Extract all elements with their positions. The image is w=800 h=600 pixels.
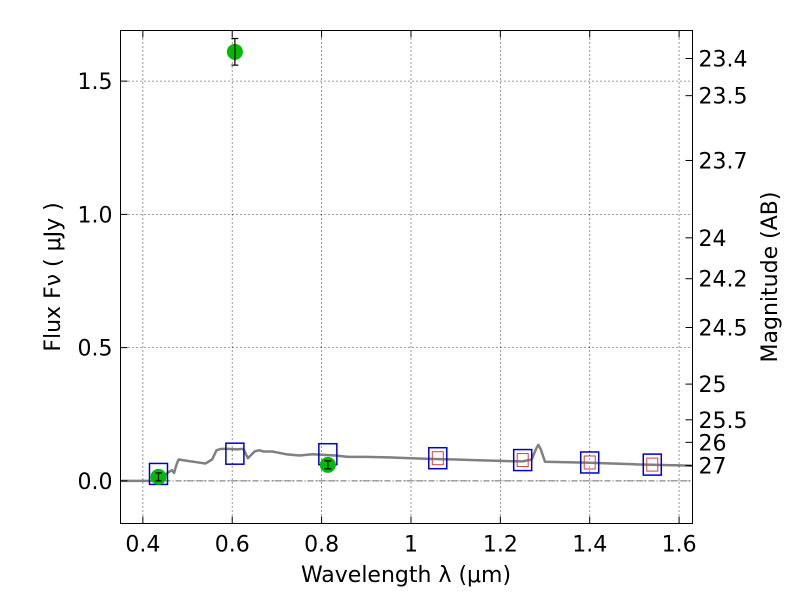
mag-tick-label: 23.7 [699,149,748,174]
y2-axis-label: Magnitude (AB) [758,192,783,363]
mag-tick-label: 25.5 [699,409,748,434]
mag-tick-label: 26 [699,431,727,456]
upper-limit-marker [646,457,659,472]
x-tick-label: 0.6 [215,533,250,558]
plot-frame [120,30,693,524]
model-photometry-box [642,453,663,476]
x-tick-label: 1.6 [662,533,697,558]
mag-tick-label: 23.5 [699,85,748,110]
y-tick-label: 1.5 [78,70,113,95]
x-tick-label: 0.8 [304,533,339,558]
x-axis-label: Wavelength λ (μm) [301,563,511,588]
mag-tick-label: 24 [699,227,727,252]
y-tick-label: 1.0 [78,203,113,228]
y-tick-label: 0.0 [78,470,113,495]
model-photometry-box [428,446,448,470]
model-photometry-box [512,448,533,472]
mag-tick-label: 25 [699,373,727,398]
upper-limit-marker [583,455,596,470]
grid [120,30,693,524]
sed-model-line [120,443,693,483]
mag-tick-label: 24.2 [699,268,748,293]
axes: 0.4 0.6 0.8 1 1.2 1.4 1.6 0.0 0.5 1.0 1.5 23.4 23.5 2… [78,30,748,558]
y-axis-label: Flux Fν ( μJy ) [41,202,66,351]
y-tick-label: 0.5 [78,337,113,362]
x-tick-label: 0.4 [125,533,160,558]
model-photometry-box [579,451,600,474]
upper-limit-marker [431,451,444,466]
plot-data [120,37,693,486]
x-tick-label: 1 [404,533,418,558]
upper-limit-marker [516,453,529,468]
model-photometry-box [225,442,245,465]
mag-tick-label: 24.5 [699,317,748,342]
x-tick-label: 1.4 [572,533,607,558]
x-tick-label: 1.2 [483,533,518,558]
mag-tick-label: 27 [699,455,727,480]
mag-tick-label: 23.4 [699,48,748,73]
